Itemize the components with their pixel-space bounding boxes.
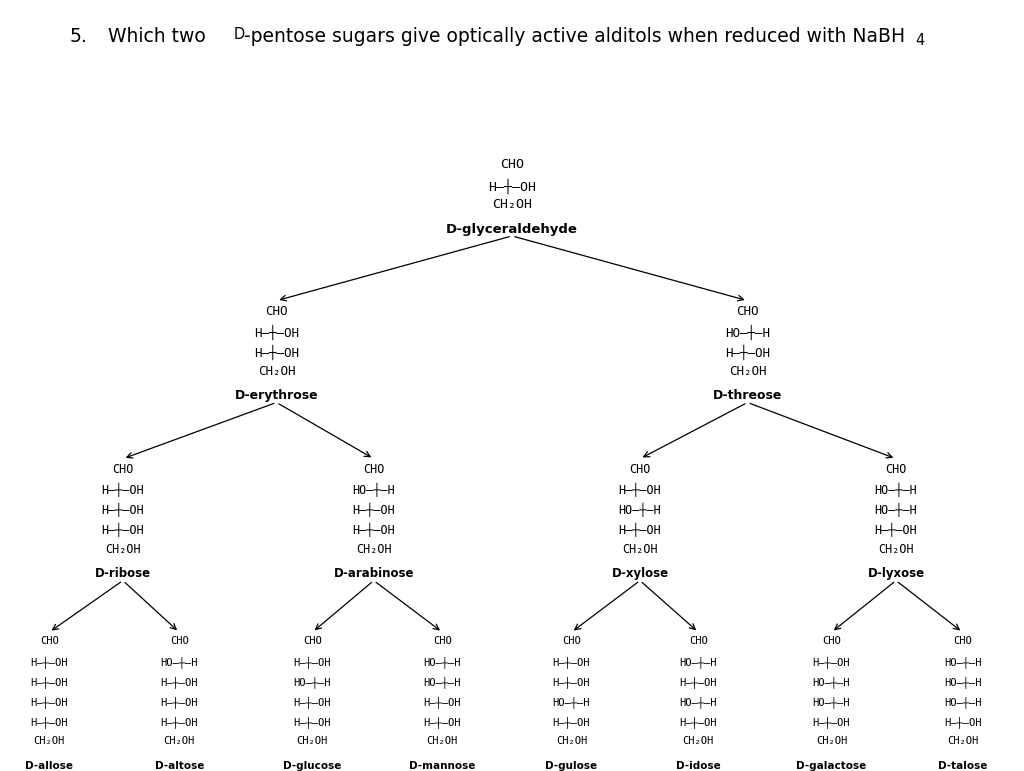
Text: D-erythrose: D-erythrose (234, 389, 318, 402)
Text: CHO: CHO (170, 636, 188, 646)
Text: HO—┼—H: HO—┼—H (294, 676, 331, 688)
Text: CHO: CHO (886, 463, 906, 476)
Text: H—┼—OH: H—┼—OH (294, 656, 331, 668)
Text: H—┼—OH: H—┼—OH (813, 716, 850, 728)
Text: CH₂OH: CH₂OH (258, 365, 295, 378)
Text: H—┼—OH: H—┼—OH (101, 483, 144, 497)
Text: CH₂OH: CH₂OH (623, 543, 657, 556)
Text: H—┼—OH: H—┼—OH (944, 716, 981, 728)
Text: CHO: CHO (113, 463, 133, 476)
Text: HO—┼—H: HO—┼—H (725, 325, 770, 340)
Text: CHO: CHO (736, 305, 759, 318)
Text: H—┼—OH: H—┼—OH (680, 676, 717, 688)
Text: CH₂OH: CH₂OH (34, 736, 65, 746)
Text: CH₂OH: CH₂OH (879, 543, 913, 556)
Text: D: D (233, 27, 245, 42)
Text: CH₂OH: CH₂OH (947, 736, 978, 746)
Text: CHO: CHO (630, 463, 650, 476)
Text: H—┼—OH: H—┼—OH (352, 503, 395, 517)
Text: HO—┼—H: HO—┼—H (352, 483, 395, 497)
Text: H—┼—OH: H—┼—OH (294, 696, 331, 708)
Text: HO—┼—H: HO—┼—H (553, 696, 590, 708)
Text: H—┼—OH: H—┼—OH (680, 716, 717, 728)
Text: H—┼—OH: H—┼—OH (813, 656, 850, 668)
Text: H—┼—OH: H—┼—OH (874, 523, 918, 537)
Text: CH₂OH: CH₂OH (427, 736, 458, 746)
Text: HO—┼—H: HO—┼—H (874, 483, 918, 497)
Text: CHO: CHO (822, 636, 841, 646)
Text: -pentose sugars give optically active alditols when reduced with NaBH: -pentose sugars give optically active al… (244, 27, 905, 46)
Text: D-gulose: D-gulose (546, 761, 597, 771)
Text: HO—┼—H: HO—┼—H (161, 656, 198, 668)
Text: HO—┼—H: HO—┼—H (874, 503, 918, 517)
Text: H—┼—OH: H—┼—OH (101, 503, 144, 517)
Text: D-mannose: D-mannose (410, 761, 475, 771)
Text: H—┼—OH: H—┼—OH (161, 716, 198, 728)
Text: CHO: CHO (433, 636, 452, 646)
Text: H—┼—OH: H—┼—OH (424, 716, 461, 728)
Text: CH₂OH: CH₂OH (492, 198, 532, 211)
Text: H—┼—OH: H—┼—OH (553, 656, 590, 668)
Text: H—┼—OH: H—┼—OH (254, 345, 299, 360)
Text: CHO: CHO (303, 636, 322, 646)
Text: 4: 4 (915, 33, 925, 48)
Text: CHO: CHO (689, 636, 708, 646)
Text: CH₂OH: CH₂OH (297, 736, 328, 746)
Text: CH₂OH: CH₂OH (816, 736, 847, 746)
Text: H—┼—OH: H—┼—OH (725, 345, 770, 360)
Text: CH₂OH: CH₂OH (164, 736, 195, 746)
Text: HO—┼—H: HO—┼—H (944, 656, 981, 668)
Text: CH₂OH: CH₂OH (356, 543, 391, 556)
Text: D-galactose: D-galactose (797, 761, 866, 771)
Text: CHO: CHO (364, 463, 384, 476)
Text: CH₂OH: CH₂OH (556, 736, 587, 746)
Text: HO—┼—H: HO—┼—H (618, 503, 662, 517)
Text: D-xylose: D-xylose (611, 567, 669, 581)
Text: H—┼—OH: H—┼—OH (553, 716, 590, 728)
Text: H—┼—OH: H—┼—OH (31, 676, 68, 688)
Text: H—┼—OH: H—┼—OH (31, 696, 68, 708)
Text: D-glyceraldehyde: D-glyceraldehyde (446, 223, 578, 236)
Text: H—┼—OH: H—┼—OH (352, 523, 395, 537)
Text: HO—┼—H: HO—┼—H (813, 696, 850, 708)
Text: CH₂OH: CH₂OH (729, 365, 766, 378)
Text: D-talose: D-talose (938, 761, 987, 771)
Text: D-ribose: D-ribose (95, 567, 151, 581)
Text: H—┼—OH: H—┼—OH (618, 483, 662, 497)
Text: H—┼—OH: H—┼—OH (618, 523, 662, 537)
Text: H—┼—OH: H—┼—OH (161, 696, 198, 708)
Text: CHO: CHO (40, 636, 58, 646)
Text: D-threose: D-threose (713, 389, 782, 402)
Text: CH₂OH: CH₂OH (105, 543, 140, 556)
Text: H—┼—OH: H—┼—OH (31, 716, 68, 728)
Text: D-arabinose: D-arabinose (334, 567, 414, 581)
Text: D-idose: D-idose (676, 761, 721, 771)
Text: D-lyxose: D-lyxose (867, 567, 925, 581)
Text: H—┼—OH: H—┼—OH (294, 716, 331, 728)
Text: H—┼—OH: H—┼—OH (488, 178, 536, 194)
Text: HO—┼—H: HO—┼—H (680, 696, 717, 708)
Text: H—┼—OH: H—┼—OH (31, 656, 68, 668)
Text: D-altose: D-altose (155, 761, 204, 771)
Text: H—┼—OH: H—┼—OH (161, 676, 198, 688)
Text: CHO: CHO (265, 305, 288, 318)
Text: HO—┼—H: HO—┼—H (424, 676, 461, 688)
Text: H—┼—OH: H—┼—OH (424, 696, 461, 708)
Text: HO—┼—H: HO—┼—H (813, 676, 850, 688)
Text: CH₂OH: CH₂OH (683, 736, 714, 746)
Text: HO—┼—H: HO—┼—H (424, 656, 461, 668)
Text: HO—┼—H: HO—┼—H (944, 696, 981, 708)
Text: CHO: CHO (562, 636, 581, 646)
Text: Which two: Which two (108, 27, 211, 46)
Text: HO—┼—H: HO—┼—H (680, 656, 717, 668)
Text: 5.: 5. (70, 27, 87, 46)
Text: D-allose: D-allose (26, 761, 73, 771)
Text: H—┼—OH: H—┼—OH (254, 325, 299, 340)
Text: D-glucose: D-glucose (283, 761, 342, 771)
Text: H—┼—OH: H—┼—OH (553, 676, 590, 688)
Text: HO—┼—H: HO—┼—H (944, 676, 981, 688)
Text: H—┼—OH: H—┼—OH (101, 523, 144, 537)
Text: CHO: CHO (500, 158, 524, 171)
Text: CHO: CHO (953, 636, 972, 646)
